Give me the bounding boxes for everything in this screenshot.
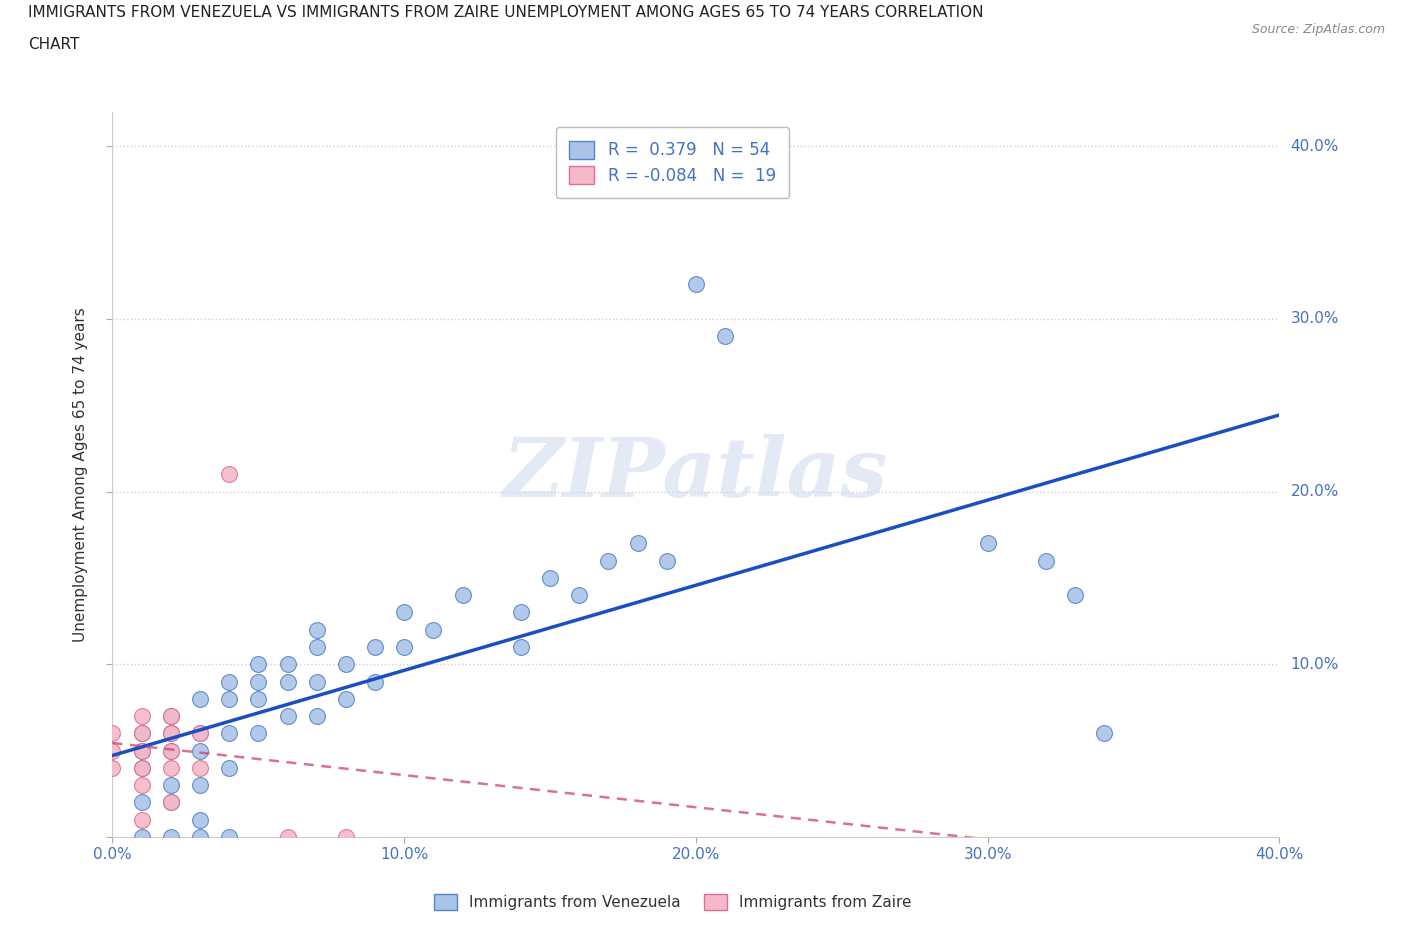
Point: [509, 605, 531, 620]
Point: [188, 743, 211, 758]
Point: [160, 795, 183, 810]
Point: [160, 743, 183, 758]
Text: IMMIGRANTS FROM VENEZUELA VS IMMIGRANTS FROM ZAIRE UNEMPLOYMENT AMONG AGES 65 TO: IMMIGRANTS FROM VENEZUELA VS IMMIGRANTS …: [28, 5, 984, 20]
Point: [276, 709, 298, 724]
Point: [655, 553, 678, 568]
Text: 20.0%: 20.0%: [1291, 485, 1339, 499]
Point: [538, 570, 561, 585]
Point: [276, 674, 298, 689]
Point: [1064, 588, 1087, 603]
Text: 40.0%: 40.0%: [1291, 139, 1339, 153]
Text: ZIPatlas: ZIPatlas: [503, 434, 889, 514]
Point: [188, 691, 211, 706]
Point: [218, 830, 240, 844]
Point: [335, 830, 357, 844]
Text: 30.0%: 30.0%: [1291, 312, 1339, 326]
Text: Source: ZipAtlas.com: Source: ZipAtlas.com: [1251, 23, 1385, 36]
Point: [422, 622, 444, 637]
Point: [131, 795, 153, 810]
Point: [714, 328, 737, 343]
Point: [218, 761, 240, 776]
Point: [305, 674, 328, 689]
Point: [509, 640, 531, 655]
Point: [160, 726, 183, 741]
Point: [335, 657, 357, 671]
Point: [598, 553, 620, 568]
Point: [218, 691, 240, 706]
Point: [131, 743, 153, 758]
Point: [160, 743, 183, 758]
Point: [276, 830, 298, 844]
Point: [131, 761, 153, 776]
Point: [101, 743, 124, 758]
Point: [218, 674, 240, 689]
Point: [160, 709, 183, 724]
Point: [1092, 726, 1115, 741]
Point: [188, 761, 211, 776]
Point: [160, 777, 183, 792]
Point: [247, 691, 270, 706]
Point: [276, 657, 298, 671]
Point: [188, 726, 211, 741]
Point: [247, 726, 270, 741]
Text: 10.0%: 10.0%: [1291, 657, 1339, 671]
Point: [335, 691, 357, 706]
Point: [131, 812, 153, 827]
Legend: Immigrants from Venezuela, Immigrants from Zaire: Immigrants from Venezuela, Immigrants fr…: [427, 888, 917, 916]
Point: [131, 761, 153, 776]
Y-axis label: Unemployment Among Ages 65 to 74 years: Unemployment Among Ages 65 to 74 years: [73, 307, 89, 642]
Point: [131, 726, 153, 741]
Point: [101, 761, 124, 776]
Point: [188, 830, 211, 844]
Point: [305, 709, 328, 724]
Point: [131, 830, 153, 844]
Point: [305, 640, 328, 655]
Point: [218, 726, 240, 741]
Point: [160, 830, 183, 844]
Point: [685, 277, 707, 292]
Point: [188, 777, 211, 792]
Point: [364, 640, 387, 655]
Text: CHART: CHART: [28, 37, 80, 52]
Point: [364, 674, 387, 689]
Point: [160, 709, 183, 724]
Point: [392, 605, 416, 620]
Point: [188, 812, 211, 827]
Point: [131, 777, 153, 792]
Point: [101, 726, 124, 741]
Point: [305, 622, 328, 637]
Point: [188, 726, 211, 741]
Point: [160, 795, 183, 810]
Point: [1035, 553, 1057, 568]
Point: [247, 674, 270, 689]
Point: [451, 588, 474, 603]
Point: [131, 726, 153, 741]
Point: [976, 536, 998, 551]
Point: [131, 743, 153, 758]
Point: [568, 588, 591, 603]
Point: [160, 761, 183, 776]
Point: [218, 467, 240, 482]
Point: [626, 536, 648, 551]
Point: [160, 726, 183, 741]
Point: [131, 709, 153, 724]
Point: [392, 640, 416, 655]
Point: [247, 657, 270, 671]
